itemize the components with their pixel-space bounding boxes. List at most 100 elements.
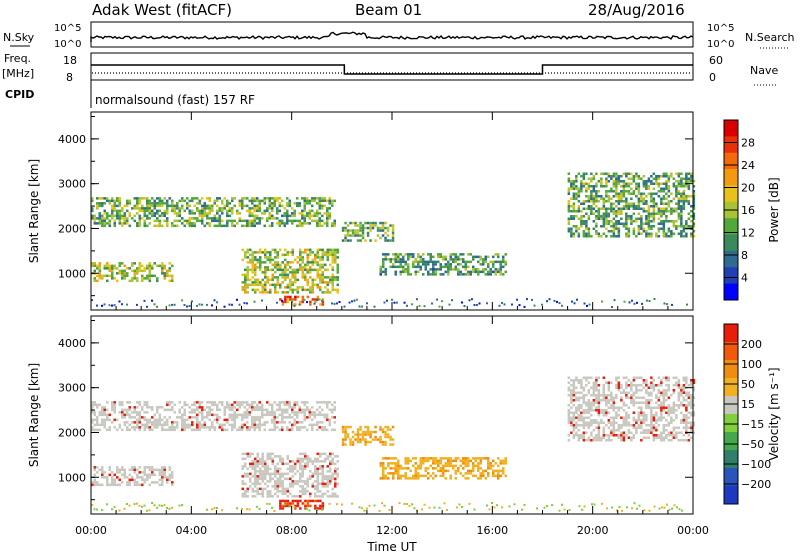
echo-cell bbox=[331, 261, 334, 264]
echo-cell bbox=[627, 406, 631, 409]
echo-cell bbox=[123, 507, 126, 510]
echo-cell bbox=[281, 401, 284, 404]
echo-cell bbox=[241, 465, 244, 468]
echo-cell bbox=[241, 248, 244, 252]
echo-cell bbox=[685, 379, 688, 382]
echo-cell bbox=[136, 476, 139, 479]
echo-cell bbox=[96, 471, 99, 474]
echo-cell bbox=[301, 251, 304, 254]
echo-cell bbox=[389, 260, 392, 264]
echo-cell bbox=[251, 490, 254, 493]
echo-cell bbox=[387, 457, 390, 460]
echo-cell bbox=[461, 506, 463, 508]
echo-cell bbox=[650, 399, 653, 402]
echo-cell bbox=[311, 261, 314, 264]
echo-cell bbox=[429, 268, 432, 271]
echo-cell bbox=[321, 248, 324, 252]
echo-cell bbox=[241, 403, 244, 407]
echo-cell bbox=[246, 222, 249, 225]
echo-cell bbox=[665, 207, 668, 210]
echo-cell bbox=[191, 209, 194, 213]
echo-cell bbox=[243, 302, 246, 305]
echo-cell bbox=[685, 220, 688, 223]
echo-cell bbox=[324, 460, 327, 463]
echo-cell bbox=[156, 212, 159, 215]
echo-cell bbox=[163, 423, 166, 427]
echo-cell bbox=[106, 408, 109, 412]
echo-cell bbox=[283, 401, 286, 404]
echo-cell bbox=[98, 214, 101, 218]
echo-cell bbox=[106, 478, 109, 482]
echo-cell bbox=[631, 507, 633, 510]
echo-cell bbox=[392, 457, 395, 460]
echo-cell bbox=[473, 508, 476, 511]
echo-cell bbox=[206, 508, 208, 511]
echo-cell bbox=[166, 428, 169, 432]
echo-cell bbox=[645, 215, 648, 218]
echo-cell bbox=[590, 401, 593, 404]
echo-cell bbox=[331, 258, 334, 262]
echo-cell bbox=[595, 200, 598, 203]
echo-cell bbox=[582, 220, 586, 223]
echo-cell bbox=[191, 403, 194, 407]
echo-cell bbox=[283, 503, 286, 506]
echo-cell bbox=[198, 423, 201, 427]
echo-cell bbox=[595, 426, 598, 429]
echo-cell bbox=[113, 304, 116, 307]
echo-cell bbox=[321, 401, 324, 404]
echo-cell bbox=[138, 418, 141, 422]
echo-cell bbox=[158, 468, 161, 472]
echo-cell bbox=[447, 457, 450, 460]
echo-cell bbox=[655, 411, 658, 414]
echo-cell bbox=[625, 202, 628, 205]
echo-cell bbox=[645, 404, 648, 407]
echo-cell bbox=[321, 253, 324, 257]
echo-cell bbox=[208, 199, 211, 203]
echo-cell bbox=[211, 403, 214, 407]
echo-cell bbox=[600, 185, 603, 188]
echo-cell bbox=[647, 232, 651, 235]
echo-cell bbox=[249, 248, 252, 252]
echo-cell bbox=[304, 288, 307, 292]
echo-cell bbox=[161, 476, 164, 479]
echo-cell bbox=[625, 235, 628, 238]
echo-cell bbox=[228, 423, 231, 427]
echo-cell bbox=[622, 439, 626, 442]
echo-cell bbox=[660, 182, 663, 185]
echo-cell bbox=[640, 220, 643, 223]
echo-cell bbox=[417, 467, 420, 470]
echo-cell bbox=[256, 455, 259, 458]
echo-cell bbox=[301, 421, 304, 424]
echo-cell bbox=[356, 239, 360, 242]
echo-cell bbox=[103, 209, 106, 213]
echo-cell bbox=[462, 258, 465, 261]
echo-cell bbox=[329, 253, 332, 257]
echo-cell bbox=[682, 384, 686, 387]
echo-cell bbox=[176, 219, 179, 223]
echo-cell bbox=[687, 187, 691, 190]
echo-cell bbox=[318, 413, 321, 417]
echo-cell bbox=[274, 248, 277, 252]
echo-cell bbox=[211, 217, 214, 220]
echo-cell bbox=[456, 506, 458, 509]
echo-cell bbox=[261, 470, 264, 473]
echo-cell bbox=[269, 495, 272, 498]
echo-cell bbox=[296, 291, 299, 294]
echo-cell bbox=[590, 431, 593, 434]
echo-cell bbox=[672, 220, 676, 223]
echo-cell bbox=[585, 411, 588, 414]
freq-panel: Freq. [MHz] 18 8 60 0 Nave bbox=[2, 52, 778, 86]
echo-cell bbox=[687, 421, 691, 424]
echo-cell bbox=[680, 232, 683, 235]
echo-cell bbox=[101, 476, 104, 479]
echo-cell bbox=[463, 305, 466, 307]
echo-cell bbox=[299, 490, 302, 493]
echo-cell bbox=[384, 221, 387, 225]
echo-cell bbox=[590, 200, 593, 203]
echo-cell bbox=[326, 283, 329, 287]
echo-cell bbox=[489, 462, 492, 465]
echo-cell bbox=[306, 455, 309, 458]
echo-cell bbox=[364, 239, 367, 242]
echo-cell bbox=[572, 217, 576, 220]
echo-cell bbox=[268, 503, 271, 505]
